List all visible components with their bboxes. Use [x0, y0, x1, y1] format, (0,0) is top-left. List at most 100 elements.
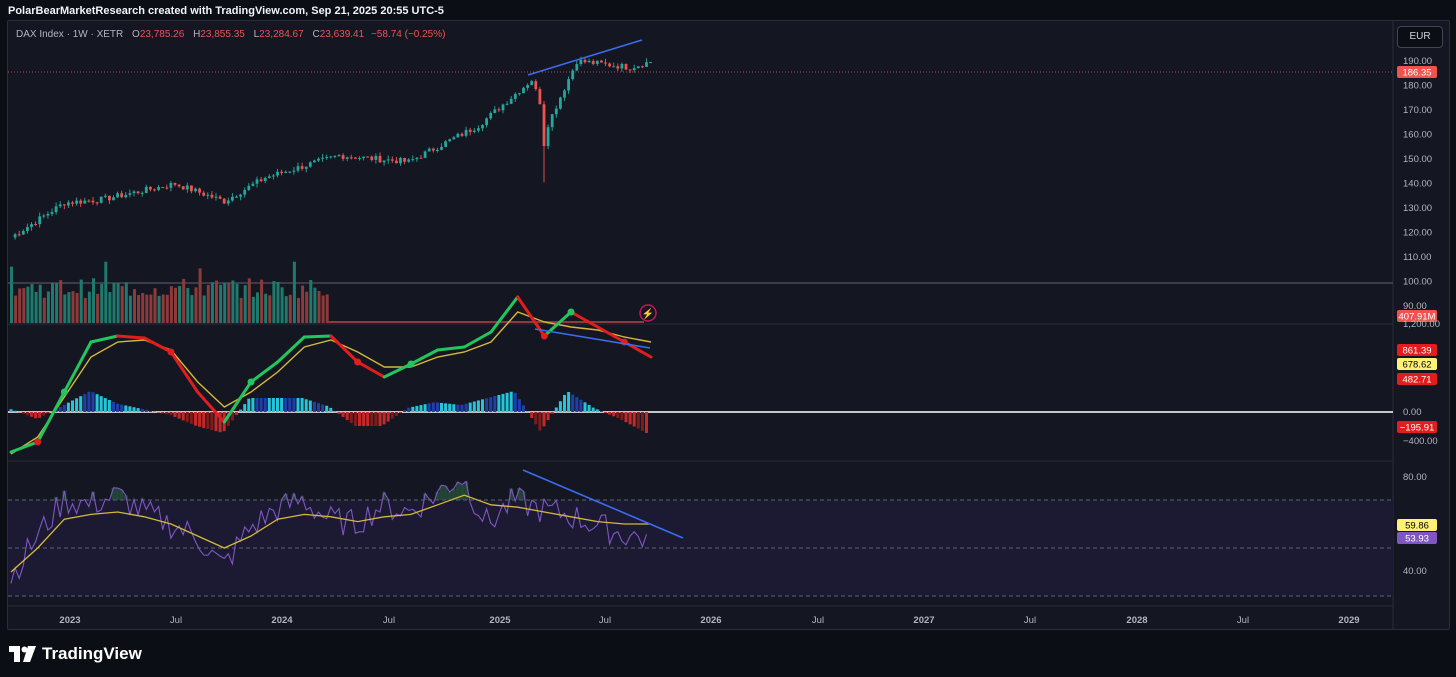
candle-body — [304, 166, 308, 169]
candle-body — [54, 206, 58, 213]
candle-body — [440, 146, 443, 150]
candle-body — [390, 159, 394, 161]
macd-hist-bar — [62, 404, 66, 412]
macd-hist-bar — [194, 412, 197, 426]
macd-hist-bar — [210, 412, 214, 431]
volume-bar — [227, 283, 231, 323]
macd-hist-bar — [329, 407, 333, 412]
volume-bar — [169, 286, 173, 323]
candle-body — [571, 70, 575, 80]
candle-body — [366, 156, 370, 158]
macd-hist-bar — [230, 412, 234, 421]
macd-segment — [462, 330, 493, 349]
rsi-band — [8, 500, 1393, 596]
macd-hist-bar — [411, 406, 415, 412]
candle-body — [259, 179, 263, 182]
macd-cross-dot — [354, 358, 362, 366]
volume-bar — [34, 291, 38, 323]
macd-hist-bar — [284, 398, 288, 412]
macd-hist-bar — [493, 396, 497, 412]
time-tick-label: 2027 — [913, 615, 934, 626]
macd-hist-bar — [382, 412, 386, 425]
lightning-icon: ⚡ — [642, 307, 654, 320]
volume-bar — [153, 288, 157, 323]
candle-body — [329, 156, 333, 158]
candle-body — [538, 89, 542, 105]
macd-hist-bar — [485, 398, 489, 412]
candle-body — [177, 184, 181, 187]
candle-body — [99, 196, 103, 203]
candle-body — [645, 62, 648, 67]
candle-body — [497, 109, 501, 111]
volume-bar — [30, 284, 34, 323]
candle-body — [149, 186, 152, 190]
candle-body — [231, 196, 234, 201]
macd-segment — [9, 440, 40, 454]
candle-body — [489, 112, 493, 119]
candle-body — [144, 186, 148, 193]
candle-body — [284, 171, 288, 173]
candle-body — [202, 192, 206, 196]
alert-icon[interactable] — [639, 304, 657, 322]
macd-hist-bar — [645, 412, 648, 433]
currency-button[interactable]: EUR — [1397, 26, 1443, 48]
volume-bar — [124, 282, 128, 323]
macd-hist-bar — [456, 404, 460, 412]
time-tick-label: 2028 — [1126, 615, 1147, 626]
volume-bar — [100, 283, 104, 323]
candle-body — [604, 62, 607, 64]
volume-bar — [235, 283, 239, 323]
volume-bar — [14, 295, 18, 323]
rsi-badge-bg — [1397, 532, 1437, 544]
candle-body — [276, 171, 279, 176]
time-tick-label: Jul — [599, 615, 611, 626]
high-label: H — [193, 29, 201, 40]
time-tick-label: Jul — [1237, 615, 1249, 626]
macd-hist-bar — [296, 398, 300, 412]
volume-bar — [284, 296, 288, 323]
volume-bar — [120, 286, 124, 323]
macd-hist-bar — [386, 412, 390, 422]
macd-hist-bar — [534, 412, 538, 425]
last-price-badge — [1397, 66, 1437, 78]
rsi-line — [10, 480, 648, 584]
macd-segment — [62, 340, 93, 394]
price-tick-label: 110.00 — [1403, 252, 1431, 263]
macd-hist-bar — [415, 405, 419, 412]
chart-canvas[interactable]: ⚡ 190.00 180.00 170.00 160.00 150.00 140.00 13… — [8, 21, 1449, 629]
macd-cross-dot — [407, 360, 415, 368]
macd-hist-bar — [87, 391, 91, 412]
macd-hist-bar — [522, 405, 525, 412]
volume-bar — [22, 288, 26, 323]
candle-body — [251, 183, 255, 186]
time-tick-label: 2029 — [1338, 615, 1359, 626]
candle-body — [161, 187, 165, 189]
tradingview-logo[interactable]: TradingView — [9, 644, 142, 664]
candle-body — [575, 64, 579, 71]
chart-frame[interactable]: DAX Index · 1W · XETR O23,785.26 H23,855… — [7, 20, 1450, 630]
macd-segment — [222, 380, 253, 424]
macd-hist-bar — [325, 405, 329, 412]
macd-hist-bar — [604, 412, 607, 413]
macd-value-badges: 861.39 678.62 482.71 −195.91 — [1397, 344, 1437, 434]
macd-hist-bar — [247, 398, 251, 412]
macd-hist-bar — [25, 412, 29, 416]
close-value: 23,639.41 — [319, 29, 365, 40]
candle-body — [472, 130, 476, 132]
time-axis: 2023 Jul 2024 Jul 2025 Jul 2026 Jul 2027 Jul 2028 J… — [59, 615, 1359, 626]
macd-hist-bar — [116, 403, 120, 412]
candle-body — [292, 170, 296, 172]
candle-body — [222, 198, 226, 204]
rsi-trendline[interactable] — [522, 469, 684, 539]
price-tick-label: 130.00 — [1403, 203, 1432, 214]
macd-trendline[interactable] — [534, 328, 651, 349]
macd-hist-bar — [407, 407, 411, 412]
volume-bar — [157, 295, 161, 323]
price-trendline[interactable] — [527, 39, 643, 76]
candle-body — [448, 139, 452, 142]
candle-body — [641, 66, 644, 68]
macd-hist-bar — [120, 404, 124, 412]
macd-segment — [569, 310, 600, 329]
macd-hist-bar — [79, 396, 83, 412]
candle-body — [75, 200, 78, 204]
